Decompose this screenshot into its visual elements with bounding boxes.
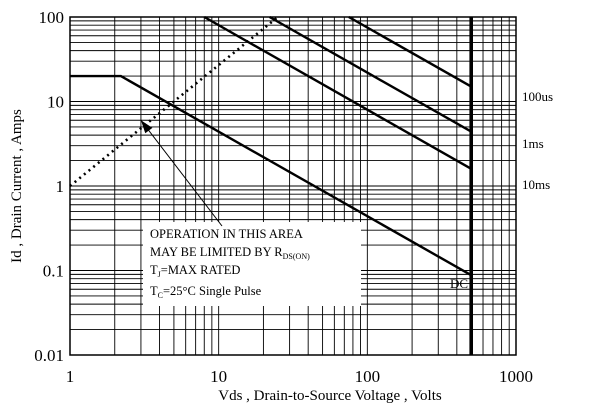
note-line-3-main: T	[150, 263, 158, 277]
note-line-3-rest: =MAX RATED	[161, 263, 241, 277]
x-tick-label: 1	[66, 367, 75, 386]
x-axis-title: Vds , Drain-to-Source Voltage , Volts	[218, 388, 442, 404]
series-1ms	[269, 15, 472, 133]
series-layer	[69, 15, 474, 355]
note-line-3-sub: J	[158, 270, 161, 279]
note-line-4-main: T	[150, 284, 158, 298]
label-dc: DC	[450, 276, 468, 291]
y-axis-title: Id , Drain Current , Amps	[9, 109, 25, 263]
y-tick-label: 10	[47, 93, 64, 112]
note-arrow	[140, 119, 223, 227]
series-dc	[70, 74, 472, 277]
note-line-4-rest: =25°C Single Pulse	[163, 284, 262, 298]
label-100us: 100us	[522, 89, 553, 104]
x-tick-label: 10	[210, 367, 227, 386]
label-10ms: 10ms	[522, 177, 550, 192]
y-tick-label: 100	[39, 8, 65, 27]
x-tick-label: 1000	[499, 367, 533, 386]
note-line-2: MAY BE LIMITED BY RDS(ON)	[150, 245, 310, 261]
y-tick-label: 0.1	[43, 262, 64, 281]
y-tick-label: 0.01	[34, 346, 64, 365]
tick-labels: 1 10 100 1000 0.01 0.1 1 10 100	[34, 8, 533, 386]
series-rds-on-limit	[69, 15, 279, 188]
note-arrowhead	[140, 120, 153, 134]
note-line-3: TJ=MAX RATED	[150, 263, 240, 279]
note-line-4-sub: C	[158, 291, 163, 300]
note-line-4: TC=25°C Single Pulse	[150, 284, 262, 300]
note-line-2-main: MAY BE LIMITED BY R	[150, 245, 283, 259]
operation-note: OPERATION IN THIS AREA MAY BE LIMITED BY…	[140, 119, 361, 306]
series-100us	[203, 15, 472, 170]
x-tick-label: 100	[355, 367, 381, 386]
y-tick-label: 1	[56, 177, 65, 196]
note-line-1: OPERATION IN THIS AREA	[150, 227, 303, 241]
series-10ms	[348, 15, 472, 88]
note-line-2-sub: DS(ON)	[283, 252, 310, 261]
label-1ms: 1ms	[522, 136, 544, 151]
note-background	[143, 222, 361, 306]
